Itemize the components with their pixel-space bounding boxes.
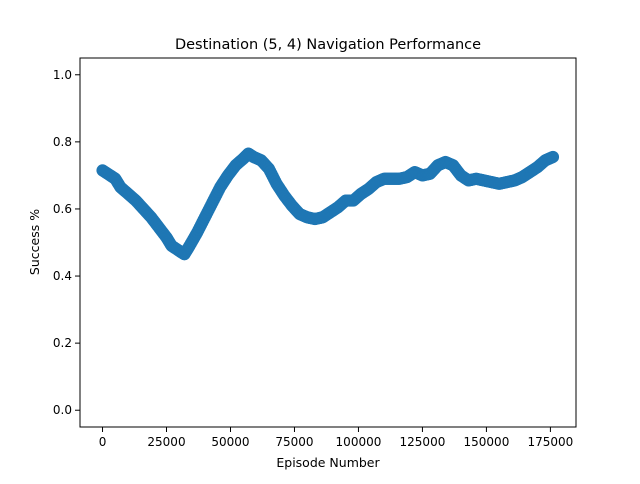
x-tick-label: 50000 bbox=[211, 435, 249, 449]
x-axis: 0 25000 50000 75000 100000 125000 150000 175000 bbox=[99, 427, 574, 449]
x-tick-label: 150000 bbox=[464, 435, 510, 449]
plot-frame bbox=[79, 57, 577, 428]
y-axis-label: Success % bbox=[27, 209, 42, 275]
x-tick-label: 100000 bbox=[336, 435, 382, 449]
y-tick-label: 0.2 bbox=[53, 336, 72, 350]
x-tick-label: 0 bbox=[99, 435, 107, 449]
x-tick-label: 125000 bbox=[400, 435, 446, 449]
scatter-point bbox=[546, 150, 560, 164]
chart-title: Destination (5, 4) Navigation Performanc… bbox=[175, 37, 481, 53]
plot-background bbox=[80, 58, 576, 427]
x-tick-label: 175000 bbox=[528, 435, 574, 449]
y-tick-label: 0.4 bbox=[53, 269, 72, 283]
y-tick-label: 0.0 bbox=[53, 403, 72, 417]
y-tick-label: 0.8 bbox=[53, 135, 72, 149]
plot-area bbox=[79, 57, 577, 428]
y-tick-label: 0.6 bbox=[53, 202, 72, 216]
x-axis-label: Episode Number bbox=[276, 455, 380, 470]
x-tick-label: 25000 bbox=[147, 435, 185, 449]
series-group bbox=[96, 147, 560, 261]
x-tick-label: 75000 bbox=[275, 435, 313, 449]
y-tick-label: 1.0 bbox=[53, 68, 72, 82]
y-axis: 0.0 0.2 0.4 0.6 0.8 1.0 bbox=[53, 68, 80, 417]
